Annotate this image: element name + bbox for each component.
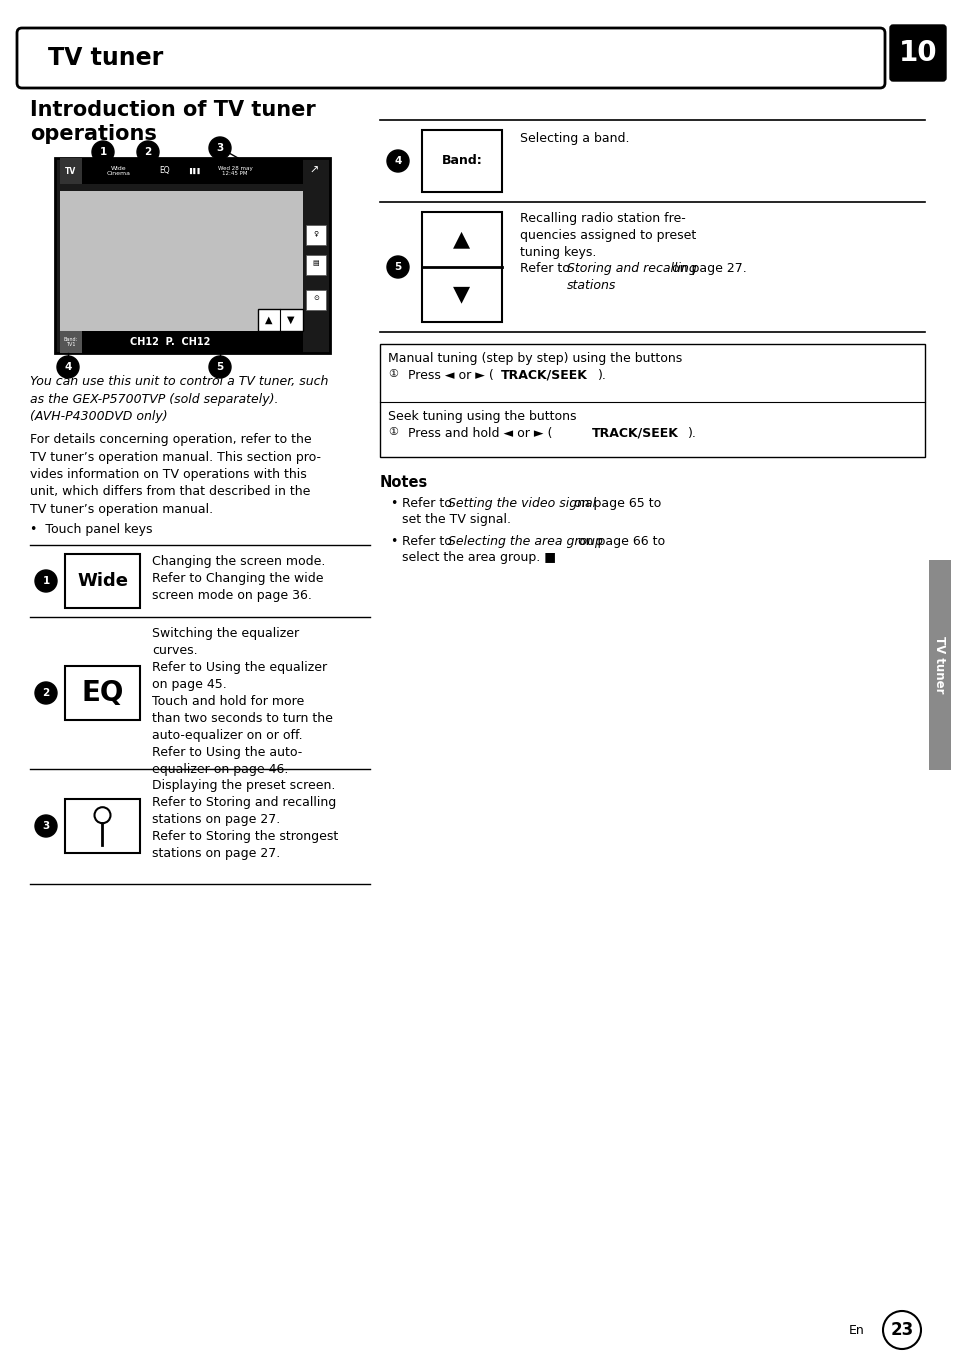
Text: TV tuner: TV tuner bbox=[933, 637, 945, 694]
Circle shape bbox=[91, 141, 113, 164]
Text: Recalling radio station fre-
quencies assigned to preset
tuning keys.: Recalling radio station fre- quencies as… bbox=[519, 212, 696, 260]
Text: 4: 4 bbox=[394, 155, 401, 166]
Circle shape bbox=[209, 356, 231, 379]
Bar bbox=[306, 256, 326, 274]
Bar bbox=[928, 560, 950, 771]
Text: Refer to: Refer to bbox=[519, 262, 574, 274]
Text: Notes: Notes bbox=[379, 475, 428, 489]
Text: select the area group. ■: select the area group. ■ bbox=[401, 552, 556, 564]
Text: Press and hold ◄ or ► (: Press and hold ◄ or ► ( bbox=[403, 427, 552, 439]
Text: EQ: EQ bbox=[159, 166, 171, 176]
Text: Manual tuning (step by step) using the buttons: Manual tuning (step by step) using the b… bbox=[388, 352, 681, 365]
Text: CH12  P.  CH12: CH12 P. CH12 bbox=[130, 337, 211, 347]
Text: Refer to: Refer to bbox=[401, 535, 456, 548]
Text: 4: 4 bbox=[64, 362, 71, 372]
Text: 3: 3 bbox=[216, 143, 223, 153]
Text: 1: 1 bbox=[42, 576, 50, 585]
Bar bbox=[65, 799, 140, 853]
Text: Setting the video signal: Setting the video signal bbox=[448, 498, 596, 510]
Text: Press ◄ or ► (: Press ◄ or ► ( bbox=[403, 369, 494, 383]
Text: Section: Section bbox=[807, 30, 851, 41]
Text: ▲: ▲ bbox=[453, 228, 470, 249]
Circle shape bbox=[94, 807, 111, 823]
Bar bbox=[421, 212, 501, 322]
Text: •  Touch panel keys: • Touch panel keys bbox=[30, 523, 152, 535]
Bar bbox=[257, 310, 303, 331]
Text: Selecting a band.: Selecting a band. bbox=[519, 132, 629, 145]
Bar bbox=[60, 158, 303, 184]
Bar bbox=[60, 331, 82, 353]
FancyBboxPatch shape bbox=[889, 24, 945, 81]
Text: ).: ). bbox=[687, 427, 696, 439]
Bar bbox=[60, 191, 303, 347]
Bar bbox=[421, 130, 501, 192]
Text: Wide: Wide bbox=[77, 572, 128, 589]
Circle shape bbox=[209, 137, 231, 160]
Text: Storing and recalling
stations: Storing and recalling stations bbox=[566, 262, 696, 292]
Bar bbox=[60, 331, 303, 353]
Text: on page 66 to: on page 66 to bbox=[574, 535, 664, 548]
Text: 3: 3 bbox=[42, 821, 50, 831]
Bar bbox=[379, 343, 924, 457]
Text: Seek tuning using the buttons: Seek tuning using the buttons bbox=[388, 410, 576, 423]
Text: on page 27.: on page 27. bbox=[667, 262, 746, 274]
Text: 23: 23 bbox=[889, 1321, 913, 1338]
Bar bbox=[65, 667, 140, 721]
Circle shape bbox=[882, 1311, 920, 1349]
Text: Refer to: Refer to bbox=[401, 498, 456, 510]
Text: ①: ① bbox=[388, 369, 397, 379]
Text: ▼: ▼ bbox=[287, 315, 294, 324]
Text: 2: 2 bbox=[144, 147, 152, 157]
Text: En: En bbox=[848, 1324, 864, 1337]
Text: Wide
Cinema: Wide Cinema bbox=[107, 166, 131, 176]
Text: EQ: EQ bbox=[81, 679, 124, 707]
Text: set the TV signal.: set the TV signal. bbox=[401, 512, 511, 526]
Text: on page 65 to: on page 65 to bbox=[569, 498, 660, 510]
Text: ⊙: ⊙ bbox=[313, 295, 318, 301]
Text: Band:
TV1: Band: TV1 bbox=[64, 337, 78, 347]
Text: ).: ). bbox=[598, 369, 606, 383]
Bar bbox=[60, 158, 82, 184]
Text: •: • bbox=[390, 498, 397, 510]
Bar bbox=[65, 554, 140, 608]
Circle shape bbox=[35, 681, 57, 704]
Circle shape bbox=[387, 150, 409, 172]
Text: Changing the screen mode.
Refer to Changing the wide
screen mode on page 36.: Changing the screen mode. Refer to Chang… bbox=[152, 556, 325, 602]
FancyBboxPatch shape bbox=[17, 28, 884, 88]
Text: For details concerning operation, refer to the
TV tuner’s operation manual. This: For details concerning operation, refer … bbox=[30, 433, 320, 516]
Text: ▤: ▤ bbox=[313, 260, 319, 266]
Circle shape bbox=[137, 141, 159, 164]
Text: Switching the equalizer
curves.
Refer to Using the equalizer
on page 45.
Touch a: Switching the equalizer curves. Refer to… bbox=[152, 627, 333, 776]
Text: ♀: ♀ bbox=[314, 230, 318, 237]
Text: Selecting the area group: Selecting the area group bbox=[448, 535, 602, 548]
Circle shape bbox=[57, 356, 79, 379]
Text: 5: 5 bbox=[394, 262, 401, 272]
Text: 1: 1 bbox=[99, 147, 107, 157]
Text: Wed 28 may
12:45 PM: Wed 28 may 12:45 PM bbox=[217, 166, 253, 176]
Circle shape bbox=[35, 815, 57, 837]
Text: ▌▌▌: ▌▌▌ bbox=[189, 168, 201, 174]
Bar bbox=[306, 224, 326, 245]
Text: Displaying the preset screen.
Refer to Storing and recalling
stations on page 27: Displaying the preset screen. Refer to S… bbox=[152, 779, 338, 860]
Text: TRACK/SEEK: TRACK/SEEK bbox=[500, 369, 587, 383]
Text: ↗: ↗ bbox=[309, 166, 318, 176]
Text: TV tuner: TV tuner bbox=[48, 46, 163, 70]
Text: •: • bbox=[390, 535, 397, 548]
Text: 2: 2 bbox=[42, 688, 50, 698]
Text: Band:: Band: bbox=[441, 154, 482, 168]
Bar bbox=[306, 289, 326, 310]
Text: ▲: ▲ bbox=[265, 315, 273, 324]
Bar bbox=[55, 158, 330, 353]
Text: ▼: ▼ bbox=[453, 284, 470, 304]
Text: 10: 10 bbox=[898, 39, 937, 68]
Text: 5: 5 bbox=[216, 362, 223, 372]
Text: TRACK/SEEK: TRACK/SEEK bbox=[592, 427, 679, 439]
Text: TV: TV bbox=[66, 166, 76, 176]
Circle shape bbox=[387, 256, 409, 279]
Circle shape bbox=[35, 571, 57, 592]
Text: You can use this unit to control a TV tuner, such
as the GEX-P5700TVP (sold sepa: You can use this unit to control a TV tu… bbox=[30, 375, 328, 423]
Text: ①: ① bbox=[388, 427, 397, 437]
Text: Introduction of TV tuner
operations: Introduction of TV tuner operations bbox=[30, 100, 315, 145]
